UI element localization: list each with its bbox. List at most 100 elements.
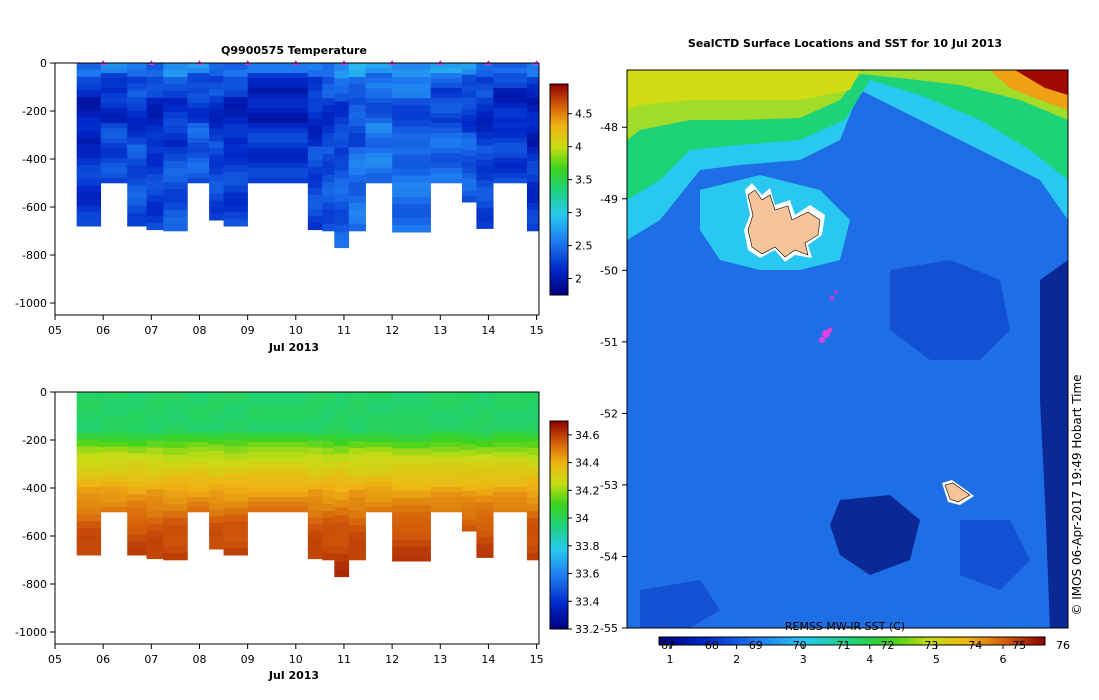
sst-map-y-axis: -48 -49 -50 -51 -52 -53 -54 -55 (600, 121, 627, 635)
section-cell (476, 118, 494, 126)
section-cell (223, 439, 248, 447)
section-cell (187, 148, 210, 154)
section-cell (392, 518, 431, 527)
section-cell (392, 196, 431, 205)
section-cell (100, 168, 128, 174)
section-cell (76, 487, 102, 495)
section-cell (430, 133, 463, 139)
section-cell (163, 224, 188, 232)
section-cell (348, 203, 366, 211)
section-cell (307, 97, 323, 105)
section-cell (493, 432, 528, 438)
section-cell (493, 113, 528, 119)
section-cell (146, 392, 164, 400)
section-cell (163, 490, 188, 498)
section-cell (76, 137, 102, 145)
section-cell (76, 178, 102, 186)
section-cell (461, 68, 477, 75)
section-cell (348, 546, 366, 554)
section-cell (163, 553, 188, 561)
section-cell (430, 462, 463, 468)
section-cell (127, 178, 147, 186)
section-cell (430, 497, 463, 503)
section-cell (334, 240, 350, 249)
section-cell (334, 209, 350, 218)
section-cell (430, 507, 463, 513)
section-cell (526, 140, 540, 148)
section-cell (430, 173, 463, 179)
section-cell (348, 483, 366, 491)
section-cell (307, 482, 323, 490)
section-cell (209, 464, 224, 471)
section-cell (348, 434, 366, 442)
section-cell (476, 523, 494, 531)
section-cell (322, 154, 335, 162)
section-cell (476, 207, 494, 216)
section-cell (187, 123, 210, 129)
section-cell (526, 217, 540, 225)
section-cell (526, 98, 540, 106)
section-cell (348, 140, 366, 148)
section-cell (187, 78, 210, 84)
section-cell (526, 77, 540, 85)
section-cell (365, 173, 393, 179)
section-cell (76, 103, 102, 111)
section-cell (365, 118, 393, 124)
section-cell (365, 497, 393, 503)
section-cell (163, 147, 188, 155)
section-cell (223, 541, 248, 549)
section-cell (76, 83, 102, 91)
section-cell (163, 119, 188, 127)
section-cell (223, 124, 248, 132)
section-cell (322, 70, 335, 78)
section-cell (392, 225, 431, 233)
section-cell (76, 473, 102, 481)
section-cell (307, 83, 323, 92)
section-cell (461, 519, 477, 526)
section-cell (76, 110, 102, 118)
section-cell (476, 543, 494, 551)
section-cell (247, 68, 309, 74)
section-cell (430, 93, 463, 99)
section-cell (187, 163, 210, 169)
section-cell (146, 482, 164, 490)
section-cell (76, 185, 102, 193)
section-cell (307, 551, 323, 560)
section-cell (187, 143, 210, 149)
section-cell (392, 427, 431, 435)
section-cell (365, 477, 393, 483)
section-cell (127, 151, 147, 159)
section-cell (334, 530, 350, 539)
section-cell (100, 412, 128, 418)
y-tick-label: -54 (600, 550, 618, 563)
section-cell (247, 63, 309, 69)
section-cell (307, 215, 323, 224)
section-cell (526, 63, 540, 71)
section-cell (307, 195, 323, 203)
section-cell (461, 432, 477, 439)
section-cell (392, 420, 431, 428)
colorbar-bottom-tick-label: 5 (933, 653, 940, 666)
section-cell (392, 105, 431, 113)
x-tick-label: 11 (337, 653, 351, 666)
section-cell (334, 116, 350, 125)
x-tick-label: 13 (433, 324, 447, 337)
section-cell (526, 434, 540, 442)
section-cell (526, 448, 540, 456)
section-cell (247, 402, 309, 408)
section-cell (334, 492, 350, 501)
section-cell (322, 119, 335, 127)
section-cell (392, 204, 431, 212)
section-cell (392, 448, 431, 456)
section-cell (476, 530, 494, 538)
section-cell (526, 511, 540, 519)
section-cell (526, 161, 540, 169)
section-cell (127, 131, 147, 139)
section-cell (187, 437, 210, 443)
colorbar-top-tick-label: 71 (837, 639, 851, 652)
section-cell (209, 437, 224, 445)
section-cell (322, 161, 335, 169)
section-cell (348, 413, 366, 421)
section-cell (209, 483, 224, 491)
section-cell (365, 407, 393, 413)
